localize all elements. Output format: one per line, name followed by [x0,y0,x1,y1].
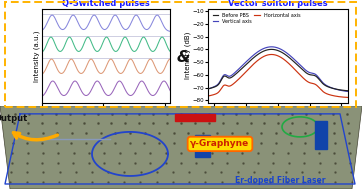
X-axis label: Time (μs): Time (μs) [89,114,122,120]
Title: Q-Switched pulses: Q-Switched pulses [62,0,150,9]
Title: Vector soliton pulses: Vector soliton pulses [228,0,328,9]
Y-axis label: Intensity (dB): Intensity (dB) [185,32,191,79]
Legend: Before PBS, Vertical axis, Horizontal axis: Before PBS, Vertical axis, Horizontal ax… [211,11,302,26]
Text: Er-doped Fiber Laser: Er-doped Fiber Laser [235,176,325,185]
Polygon shape [0,106,362,189]
X-axis label: Wavelength (nm): Wavelength (nm) [248,114,308,120]
Text: &: & [176,50,189,65]
Y-axis label: Intensity (a.u.): Intensity (a.u.) [34,30,40,81]
Bar [315,121,327,149]
Bar [195,135,210,157]
Text: Output: Output [0,114,28,123]
Text: γ-Graphyne: γ-Graphyne [190,139,250,148]
Bar [175,114,215,121]
